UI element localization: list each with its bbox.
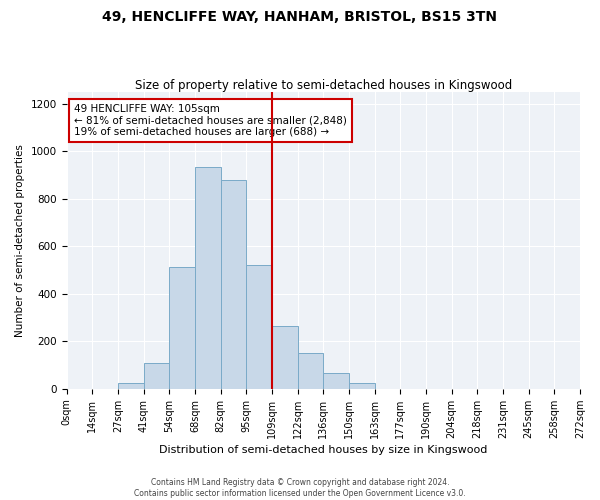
Bar (143, 362, 169, 389)
Text: 49, HENCLIFFE WAY, HANHAM, BRISTOL, BS15 3TN: 49, HENCLIFFE WAY, HANHAM, BRISTOL, BS15… (103, 10, 497, 24)
Bar (195, 167, 221, 389)
Bar (246, 266, 272, 389)
Text: Contains HM Land Registry data © Crown copyright and database right 2024.
Contai: Contains HM Land Registry data © Crown c… (134, 478, 466, 498)
Bar (221, 180, 246, 389)
X-axis label: Distribution of semi-detached houses by size in Kingswood: Distribution of semi-detached houses by … (159, 445, 487, 455)
Bar (272, 326, 298, 389)
Bar (298, 353, 323, 389)
Bar (323, 374, 349, 389)
Title: Size of property relative to semi-detached houses in Kingswood: Size of property relative to semi-detach… (134, 79, 512, 92)
Text: 49 HENCLIFFE WAY: 105sqm
← 81% of semi-detached houses are smaller (2,848)
19% o: 49 HENCLIFFE WAY: 105sqm ← 81% of semi-d… (74, 104, 347, 137)
Y-axis label: Number of semi-detached properties: Number of semi-detached properties (15, 144, 25, 337)
Bar (349, 383, 374, 389)
Bar (169, 266, 195, 389)
Bar (118, 383, 143, 389)
